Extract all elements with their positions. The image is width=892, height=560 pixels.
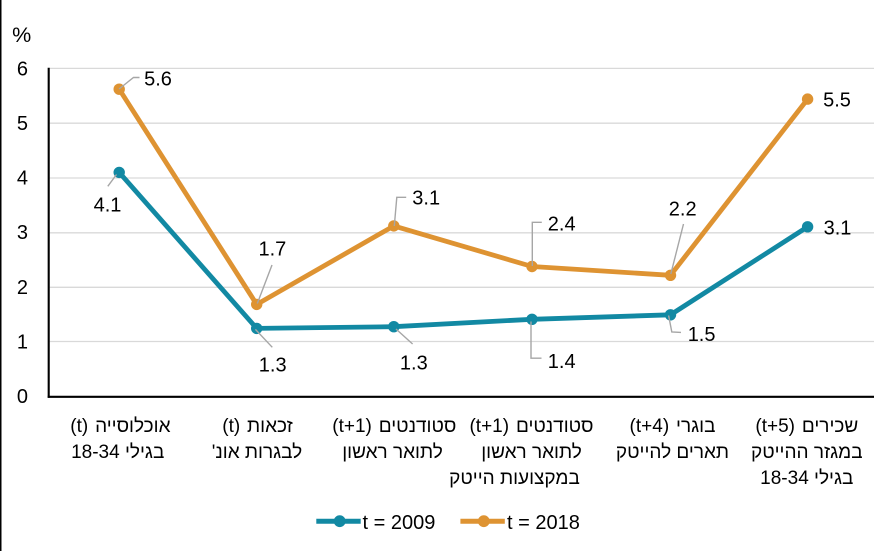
svg-text:%: % bbox=[12, 23, 31, 47]
svg-text:4: 4 bbox=[17, 168, 28, 190]
svg-text:1.3: 1.3 bbox=[400, 353, 428, 375]
svg-text:אוכלוסייה (t): אוכלוסייה (t) bbox=[70, 416, 170, 437]
svg-text:t = 2009: t = 2009 bbox=[363, 512, 436, 534]
svg-text:5: 5 bbox=[17, 113, 28, 135]
svg-text:לתואר ראשון: לתואר ראשון bbox=[481, 442, 582, 463]
svg-text:1.7: 1.7 bbox=[258, 239, 286, 261]
svg-text:2.2: 2.2 bbox=[669, 198, 697, 220]
svg-text:במגזר ההייטק: במגזר ההייטק bbox=[751, 442, 863, 463]
svg-text:3: 3 bbox=[17, 222, 28, 244]
svg-text:2: 2 bbox=[17, 277, 28, 299]
svg-text:1.5: 1.5 bbox=[688, 324, 716, 346]
svg-text:לתואר ראשון: לתואר ראשון bbox=[342, 442, 443, 463]
svg-text:3.1: 3.1 bbox=[412, 188, 440, 210]
svg-text:6: 6 bbox=[17, 59, 28, 81]
svg-text:1.4: 1.4 bbox=[548, 351, 576, 373]
svg-text:1.3: 1.3 bbox=[259, 354, 287, 376]
svg-text:תארים להייטק: תארים להייטק bbox=[616, 442, 729, 463]
svg-text:בוגרי (t+4): בוגרי (t+4) bbox=[630, 416, 716, 437]
svg-text:3.1: 3.1 bbox=[824, 217, 852, 239]
svg-text:בגילי 18-34: בגילי 18-34 bbox=[71, 442, 164, 463]
svg-text:5.6: 5.6 bbox=[144, 69, 172, 91]
svg-text:סטודנטים (t+1): סטודנטים (t+1) bbox=[469, 416, 593, 437]
svg-text:בגילי 18-34: בגילי 18-34 bbox=[760, 468, 853, 489]
svg-text:זכאות (t): זכאות (t) bbox=[222, 416, 293, 437]
svg-text:סטודנטים (t+1): סטודנטים (t+1) bbox=[332, 416, 456, 437]
svg-text:במקצועות הייטק: במקצועות הייטק bbox=[449, 468, 580, 489]
svg-text:5.5: 5.5 bbox=[823, 90, 851, 112]
svg-text:2.4: 2.4 bbox=[548, 213, 576, 235]
svg-text:שכירים (t+5): שכירים (t+5) bbox=[755, 416, 858, 437]
svg-text:0: 0 bbox=[17, 386, 28, 408]
svg-text:4.1: 4.1 bbox=[94, 194, 122, 216]
svg-text:t = 2018: t = 2018 bbox=[507, 512, 580, 534]
svg-text:1: 1 bbox=[17, 331, 28, 353]
svg-text:לבגרות אונ': לבגרות אונ' bbox=[212, 442, 302, 463]
